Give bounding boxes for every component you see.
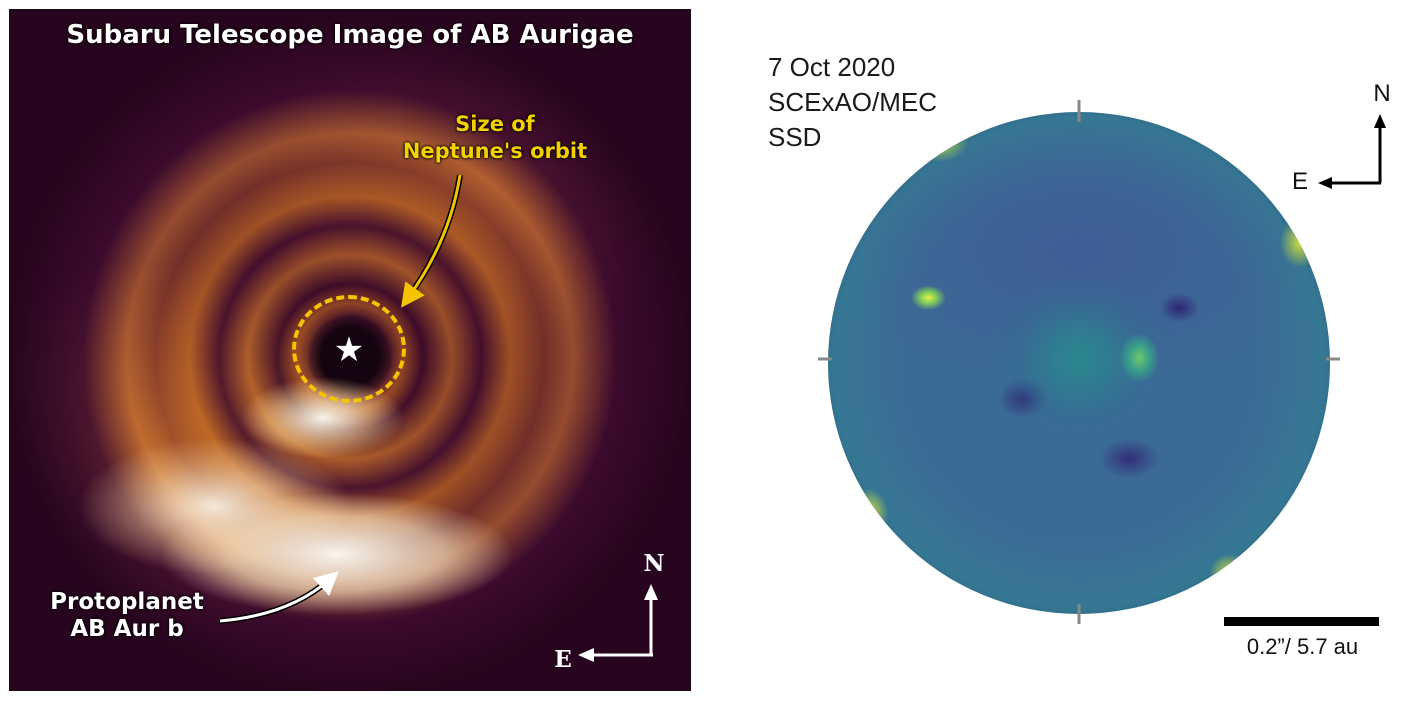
- instrument-name: SCExAO/MEC: [768, 87, 938, 117]
- scale-bar-label: 0.2”/ 5.7 au: [1246, 634, 1359, 659]
- compass-north-label-left: N: [643, 550, 665, 577]
- star-icon: ★: [333, 330, 365, 370]
- neptune-arrow: [405, 174, 463, 300]
- compass-arrows-left: [578, 584, 658, 662]
- compass-east-label-left: E: [554, 646, 572, 673]
- neptune-orbit-label-line1: Size of: [455, 112, 535, 136]
- protoplanet-label-line2: AB Aur b: [70, 616, 184, 642]
- protoplanet-label-line1: Protoplanet: [50, 589, 204, 615]
- image-title: Subaru Telescope Image of AB Aurigae: [66, 20, 634, 50]
- protoplanet-label: Protoplanet AB Aur b: [22, 589, 232, 643]
- mec-image-panel: 7 Oct 2020 SCExAO/MEC SSD N E 0.2”/ 5.7 …: [700, 0, 1412, 701]
- neptune-orbit-label-line2: Neptune's orbit: [402, 139, 588, 163]
- compass-arrows-right: [818, 100, 1386, 624]
- processing-mode: SSD: [768, 122, 822, 152]
- compass-north-label-right: N: [1373, 80, 1391, 107]
- detector-edge-glow: [828, 112, 1330, 614]
- observation-info: 7 Oct 2020 SCExAO/MEC SSD: [768, 50, 937, 155]
- subaru-image-panel: Subaru Telescope Image of AB Aurigae Siz…: [9, 9, 691, 691]
- observation-date: 7 Oct 2020: [768, 52, 896, 82]
- neptune-orbit-ellipse: [292, 295, 406, 403]
- protoplanet-arrow: [219, 576, 333, 624]
- compass-east-label-right: E: [1291, 168, 1308, 195]
- scale-bar: [1224, 617, 1379, 626]
- annotation-arrows: [219, 174, 658, 662]
- neptune-orbit-label: Size of Neptune's orbit: [365, 111, 625, 165]
